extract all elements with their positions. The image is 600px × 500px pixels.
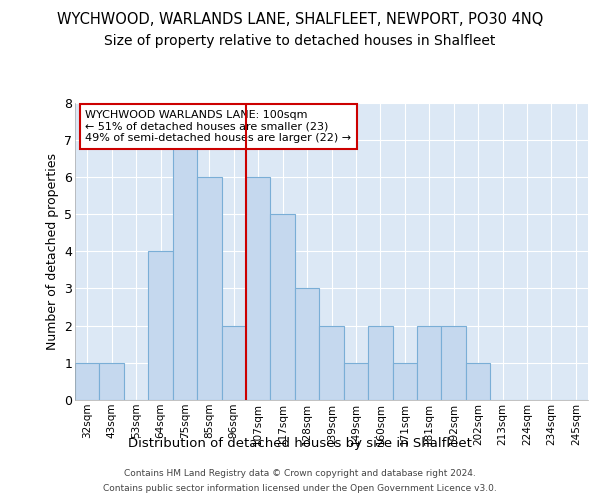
Bar: [100, 363, 124, 400]
Bar: [75, 363, 100, 400]
Bar: [442, 326, 466, 400]
Text: Size of property relative to detached houses in Shalfleet: Size of property relative to detached ho…: [104, 34, 496, 48]
Bar: [246, 177, 271, 400]
Y-axis label: Number of detached properties: Number of detached properties: [46, 153, 59, 350]
Text: Distribution of detached houses by size in Shalfleet: Distribution of detached houses by size …: [128, 438, 472, 450]
Bar: [295, 288, 319, 400]
Text: Contains public sector information licensed under the Open Government Licence v3: Contains public sector information licen…: [103, 484, 497, 493]
Bar: [368, 326, 392, 400]
Bar: [344, 363, 368, 400]
Bar: [221, 326, 246, 400]
Bar: [319, 326, 344, 400]
Bar: [148, 252, 173, 400]
Bar: [271, 214, 295, 400]
Bar: [392, 363, 417, 400]
Text: Contains HM Land Registry data © Crown copyright and database right 2024.: Contains HM Land Registry data © Crown c…: [124, 469, 476, 478]
Bar: [466, 363, 490, 400]
Text: WYCHWOOD WARLANDS LANE: 100sqm
← 51% of detached houses are smaller (23)
49% of : WYCHWOOD WARLANDS LANE: 100sqm ← 51% of …: [85, 110, 352, 143]
Bar: [173, 140, 197, 400]
Text: WYCHWOOD, WARLANDS LANE, SHALFLEET, NEWPORT, PO30 4NQ: WYCHWOOD, WARLANDS LANE, SHALFLEET, NEWP…: [57, 12, 543, 28]
Bar: [417, 326, 442, 400]
Bar: [197, 177, 221, 400]
